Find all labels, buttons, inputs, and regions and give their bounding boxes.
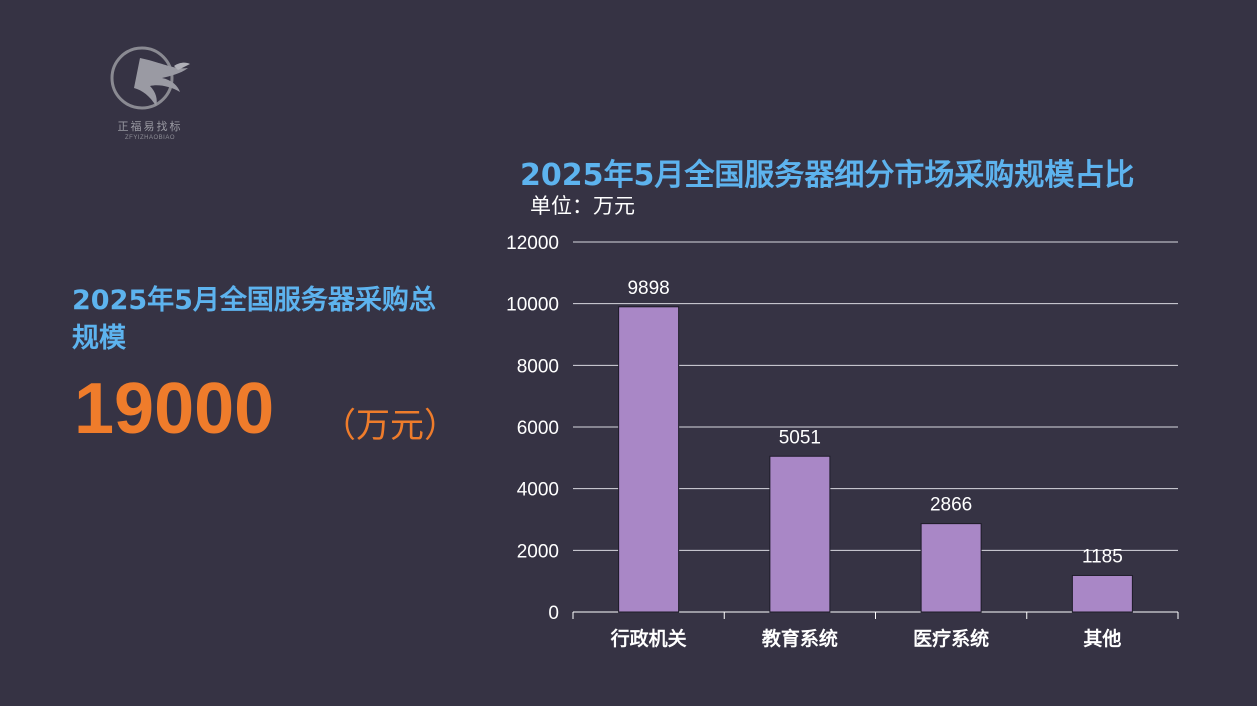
chart-title: 2025年5月全国服务器细分市场采购规模占比 — [520, 158, 1135, 193]
y-tick-label: 10000 — [506, 295, 559, 316]
chart-unit-label: 单位：万元 — [530, 194, 635, 218]
y-tick-label: 8000 — [517, 356, 559, 377]
bar-value-label: 2866 — [930, 495, 972, 516]
y-tick-label: 4000 — [517, 480, 559, 501]
x-tick-label: 其他 — [1083, 627, 1121, 650]
logo-name-en: ZFYIZHAOBIAO — [124, 135, 175, 141]
x-tick-label: 行政机关 — [610, 627, 687, 650]
bar — [618, 306, 680, 613]
bar — [769, 455, 831, 613]
y-tick-label: 6000 — [517, 418, 559, 439]
bar-value-label: 1185 — [1082, 546, 1123, 567]
logo-name-cn: 正福易找标 — [117, 120, 183, 133]
bar-value-label: 5051 — [779, 427, 821, 448]
bar-value-label: 9898 — [627, 278, 669, 299]
bar — [920, 523, 982, 613]
y-tick-label: 2000 — [517, 541, 559, 562]
eagle-logo-icon — [110, 46, 190, 110]
x-tick-label: 教育系统 — [762, 627, 838, 650]
summary-value: 19000 — [74, 369, 275, 449]
logo: 正福易找标 ZFYIZHAOBIAO — [100, 40, 200, 150]
y-tick-label: 12000 — [506, 233, 559, 254]
x-tick-label: 医疗系统 — [913, 627, 989, 650]
summary-unit: （万元） — [322, 406, 458, 446]
summary-title: 2025年5月全国服务器采购总规模 — [72, 285, 436, 354]
bar — [1071, 574, 1133, 613]
y-tick-label: 0 — [548, 603, 559, 624]
